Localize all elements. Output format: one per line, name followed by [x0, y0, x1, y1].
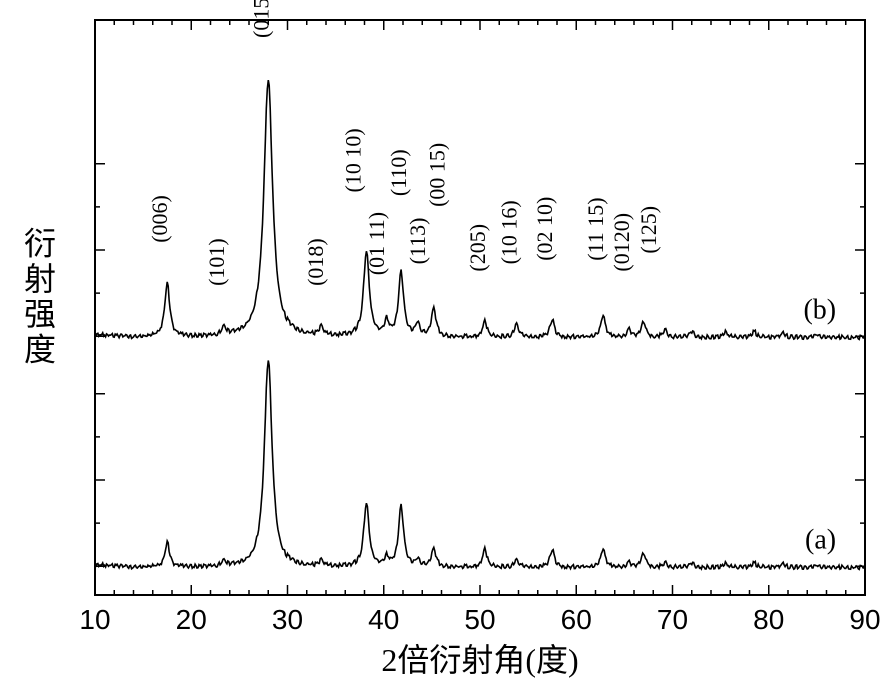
- peak-label: (125): [636, 206, 661, 254]
- x-tick-label: 70: [657, 604, 688, 635]
- peak-label: (11 15): [583, 197, 608, 260]
- x-tick-label: 90: [849, 604, 880, 635]
- x-tick-label: 20: [176, 604, 207, 635]
- peak-label: (110): [386, 149, 411, 196]
- peak-label: (205): [465, 224, 490, 272]
- y-axis-title-char: 衍: [24, 226, 56, 262]
- series-b-label: (b): [803, 294, 836, 325]
- peak-label: (018): [303, 238, 328, 286]
- y-axis-title-char: 度: [24, 331, 56, 367]
- peak-label: (113): [405, 218, 430, 265]
- series-a-label: (a): [805, 524, 836, 555]
- peak-label: (015): [248, 0, 273, 38]
- chart-container: 10 20 30 40 50 60 70 80 90 2倍衍射角(度) 衍射强度 (a) (b) (006…: [0, 0, 886, 683]
- peak-label: (0120): [609, 213, 634, 272]
- peak-label: (00 15): [424, 143, 449, 207]
- x-tick-label: 80: [753, 604, 784, 635]
- peak-label: (10 16): [497, 200, 522, 264]
- peak-label: (01 11): [364, 212, 389, 275]
- peak-label: (02 10): [532, 197, 557, 261]
- x-tick-label: 50: [464, 604, 495, 635]
- x-tick-label: 10: [79, 604, 110, 635]
- y-axis-title-char: 强: [24, 296, 56, 332]
- peak-label: (006): [147, 195, 172, 243]
- x-tick-label: 40: [368, 604, 399, 635]
- y-axis-title-char: 射: [24, 261, 56, 297]
- plot-area: [95, 20, 865, 595]
- xrd-chart: 10 20 30 40 50 60 70 80 90 2倍衍射角(度) 衍射强度 (a) (b) (006…: [0, 0, 886, 683]
- x-axis-title: 2倍衍射角(度): [381, 642, 578, 678]
- x-tick-label: 30: [272, 604, 303, 635]
- x-tick-label: 60: [561, 604, 592, 635]
- peak-label: (10 10): [341, 128, 366, 192]
- peak-label: (101): [204, 238, 229, 286]
